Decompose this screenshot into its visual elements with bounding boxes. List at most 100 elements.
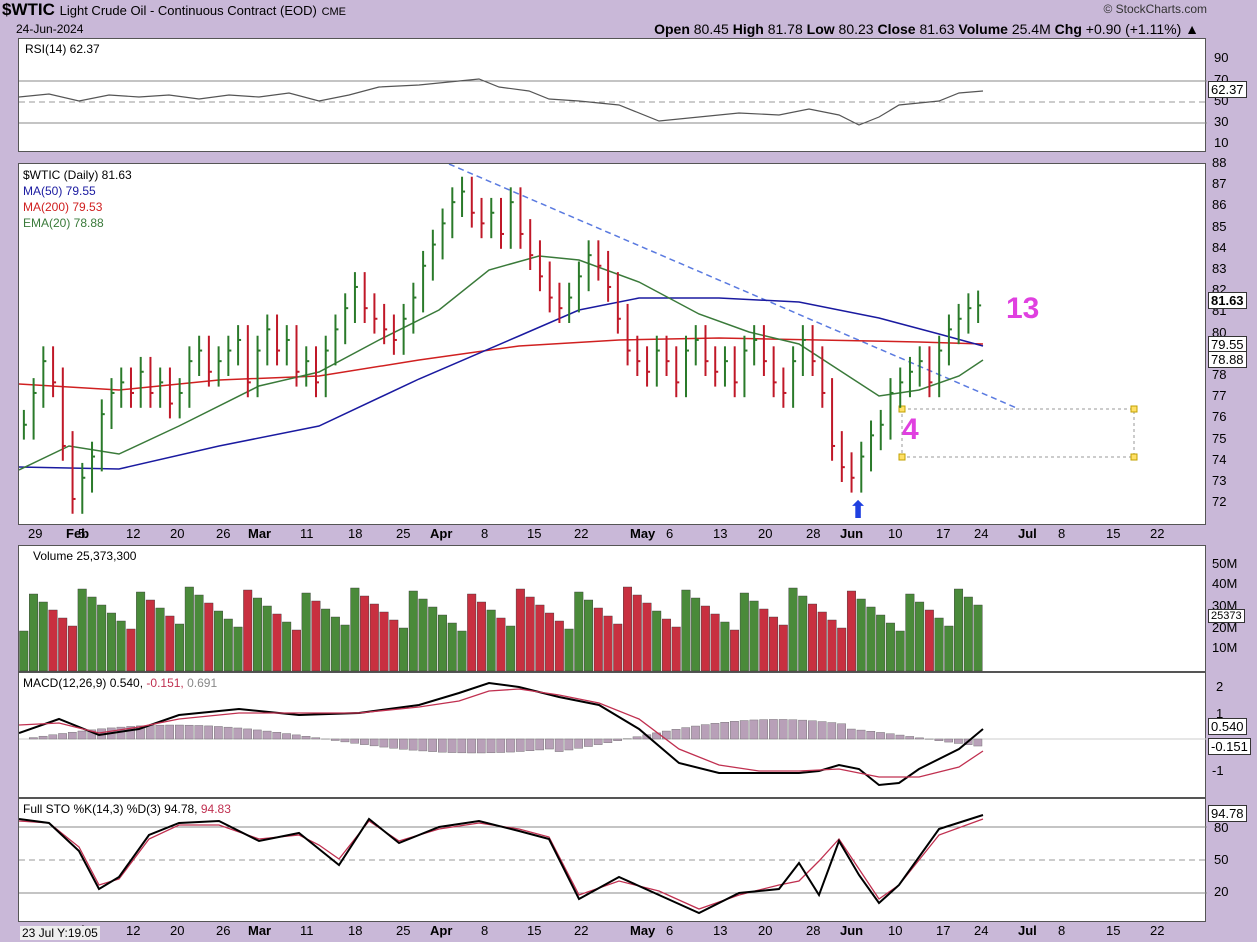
macd-hist-bar: [515, 738, 525, 752]
price-tick: 78: [1212, 367, 1227, 382]
price-tick: 76: [1212, 409, 1227, 425]
volume-bar: [87, 596, 97, 672]
volume-bar: [525, 596, 535, 672]
vol-tick-20m: 20M: [1212, 620, 1238, 635]
volume-svg: [19, 586, 983, 672]
price-tick: 80: [1212, 324, 1227, 340]
x-tick: 17: [936, 923, 951, 938]
volume-bar: [447, 622, 457, 672]
ma50-legend: MA(50) 79.55: [23, 184, 96, 198]
macd-hist-bar: [291, 734, 301, 740]
macd-hist-bar: [369, 738, 379, 747]
rsi-line: [19, 78, 984, 126]
macd-hist-bar: [165, 724, 174, 740]
x-tick: 15: [1106, 526, 1121, 541]
x-tick: 13: [713, 526, 728, 541]
macd-hist-bar: [418, 738, 428, 752]
macd-hist-bar: [681, 727, 691, 740]
macd-hist-bar: [837, 723, 846, 740]
macd-legend: MACD(12,26,9) 0.540, -0.151, 0.691: [23, 676, 218, 690]
volume-bar: [506, 625, 516, 672]
macd-hist-bar: [145, 725, 155, 740]
sto-tick-80: 80: [1214, 820, 1229, 835]
rsi-tick-90: 90: [1214, 50, 1229, 65]
ema20-line: [19, 255, 984, 471]
volume-bar: [554, 620, 564, 672]
volume-bar: [837, 627, 847, 672]
macd-hist-bar: [778, 719, 788, 740]
macd-tick-neg1: -1: [1212, 763, 1224, 778]
macd-hist-bar: [944, 738, 953, 743]
volume-bar: [739, 592, 749, 672]
volume-bar: [593, 607, 603, 672]
x-tick: 17: [936, 526, 951, 541]
volume-bar: [934, 617, 944, 672]
volume-bar: [291, 629, 301, 672]
macd-hist-bar: [866, 731, 876, 740]
volume-bar: [282, 621, 292, 672]
volume-bar: [243, 589, 253, 672]
x-tick: 8: [1058, 526, 1066, 541]
volume-bar: [165, 615, 175, 672]
x-tick: Apr: [430, 526, 453, 541]
macd-hist-bar: [282, 733, 291, 740]
volume-bar: [194, 594, 204, 672]
macd-hist-bar: [272, 732, 282, 740]
volume-bar: [885, 622, 895, 672]
volume-panel: Volume 25,373,300: [18, 545, 1206, 672]
volume-bar: [496, 617, 506, 672]
macd-hist-bar: [233, 727, 243, 740]
macd-hist-bar: [175, 724, 184, 740]
volume-bar: [632, 594, 642, 672]
ohlc-readout: Open 80.45 High 81.78 Low 80.23 Close 81…: [654, 21, 1199, 37]
macd-hist-bar: [29, 737, 38, 740]
volume-bar: [301, 592, 311, 672]
volume-bar: [944, 625, 954, 672]
volume-bar: [817, 611, 827, 672]
blue-arrow-icon: ⬆: [848, 497, 869, 524]
box-handle-tl: [898, 405, 906, 413]
volume-bar: [77, 588, 87, 672]
macd-hist-bar: [856, 729, 866, 740]
macd-hist-bar: [126, 726, 136, 740]
volume-bar: [642, 602, 652, 672]
volume-bar: [399, 627, 408, 672]
volume-bar: [652, 610, 662, 672]
chart-date: 24-Jun-2024: [16, 22, 84, 36]
volume-bar: [408, 590, 418, 672]
volume-bar: [29, 593, 38, 672]
x-tick: 11: [300, 923, 314, 938]
volume-bar: [438, 614, 447, 672]
x-tick: 20: [170, 526, 185, 541]
x-tick: 28: [806, 526, 821, 541]
macd-hist-bar: [593, 738, 603, 745]
macd-hist-bar: [769, 719, 778, 740]
volume-bar: [963, 596, 973, 672]
ma50-line: [19, 297, 984, 470]
macd-hist-bar: [77, 730, 87, 740]
macd-hist-bar: [476, 738, 486, 754]
volume-bar: [973, 604, 983, 672]
macd-hist-bar: [486, 738, 496, 754]
price-svg: [19, 164, 1138, 514]
macd-hist-bar: [48, 734, 58, 740]
volume-bar: [798, 595, 808, 672]
target-box: [901, 408, 1135, 458]
sto-last-tag: 94.78: [1208, 805, 1247, 822]
volume-bar: [58, 617, 68, 672]
macd-line: [19, 681, 984, 787]
x-tick: 15: [527, 923, 542, 938]
x-tick: 26: [216, 526, 231, 541]
volume-bar: [623, 586, 632, 672]
macd-hist-bar: [184, 724, 194, 740]
macd-hist-bar: [827, 722, 837, 740]
vol-last-tag: 25373: [1208, 609, 1245, 623]
volume-bar: [97, 604, 107, 672]
x-tick: 18: [348, 923, 363, 938]
macd-signal-line: [19, 688, 984, 778]
macd-hist-bar: [915, 737, 924, 740]
x-tick: May: [630, 526, 656, 541]
volume-bar: [350, 587, 360, 672]
x-tick: 24: [974, 526, 989, 541]
x-tick: 25: [396, 526, 411, 541]
